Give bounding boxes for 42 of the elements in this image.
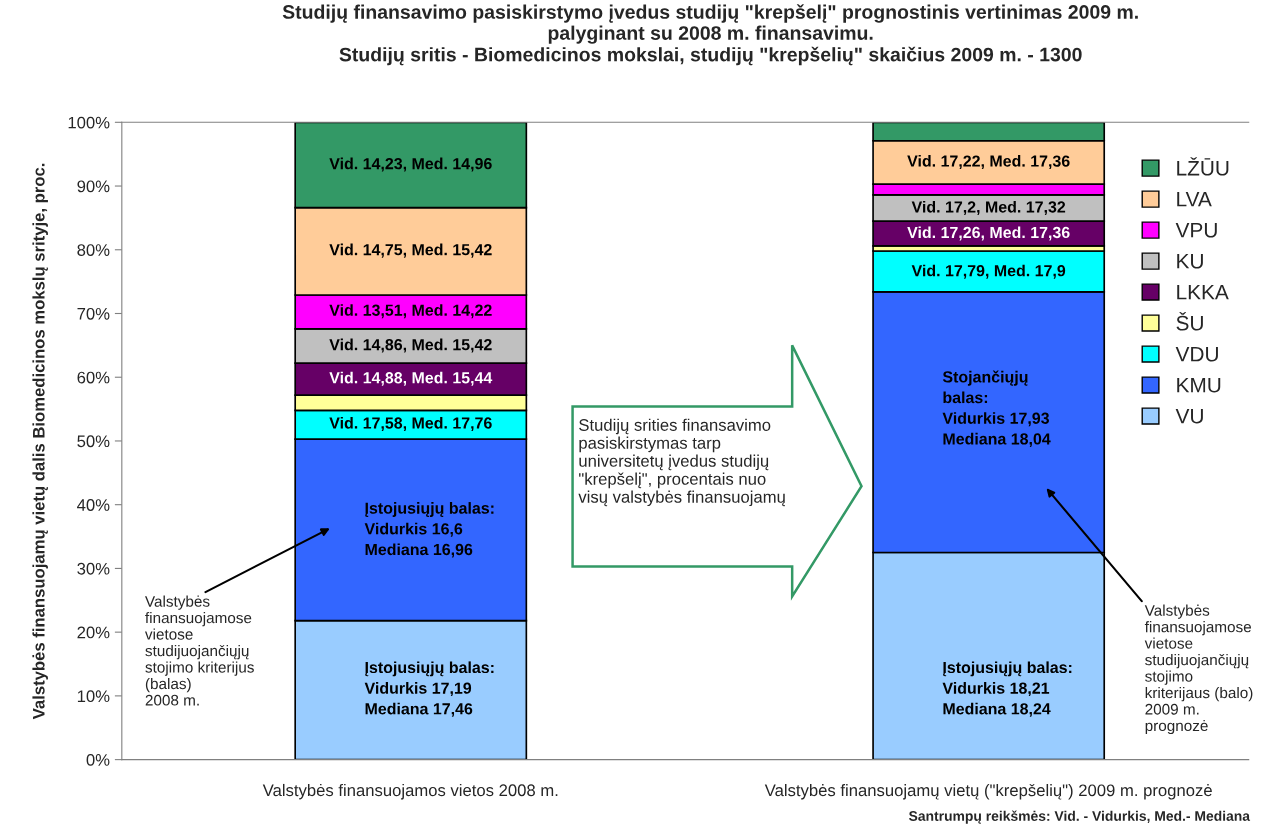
annotation: Studijų srities finansavimo pasiskirstymas tarp universitetų įvedus studijų "krepšelį", procentais nuo visų valstybės finansuojamų [578,418,785,507]
annotation: Įstojusiųjų balas: Vidurkis 16,6 Mediana 16,96 [364,502,494,558]
annotation: Valstybės finansuojamose vietose studijuojančiųjų stojimo kriterijaus (balo) 2009 m. prognozė [1144,604,1253,735]
y-tick-label: 20% [77,626,110,639]
legend-label: KU [1177,254,1203,269]
annotation: Vid. 14,86, Med. 15,42 [329,338,492,353]
x-tick-label: Valstybės finansuojamų vietų ("krepšelių") 2009 m. prognozė [764,783,1212,800]
annotation: Vid. 17,79, Med. 17,9 [911,264,1066,279]
annotation: Įstojusiųjų balas: Vidurkis 18,21 Mediana 18,24 [942,661,1072,717]
annotation: Vid. 17,22, Med. 17,36 [907,155,1070,170]
legend-label: ŠU [1176,312,1203,331]
legend-label: VPU [1175,223,1217,238]
y-tick-label: 100% [68,116,110,129]
annotation: Vid. 14,88, Med. 15,44 [329,371,493,386]
legend-label: LKKA [1177,285,1229,300]
annotation: Vid. 13,51, Med. 14,22 [329,304,492,319]
chart-title: Studijų finansavimo pasiskirstymo įvedus studijų "krepšelį" prognostinis vertinimas 2009 m. palyginant su 2008 m. finansavimu. Studijų sritis - Biomedicinos mokslai, studijų "krepšelių" skaičius 2009 m. - 1300 [282,4,1138,66]
y-tick-label: 50% [77,435,110,448]
annotation: Vid. 14,75, Med. 15,42 [329,243,492,258]
y-tick-label: 30% [77,562,110,575]
annotation: Stojančiųjų balas: Vidurkis 17,93 Mediana 18,04 [942,370,1051,447]
annotation: Valstybės finansuojamose vietose studijuojančiųjų stojimo kriterijus (balas) 2008 m. [144,595,254,706]
legend-label: LŽŪU [1177,157,1229,176]
legend-label: VDU [1175,346,1218,362]
y-tick-label: 80% [77,244,110,256]
y-tick-label: 60% [77,371,110,384]
legend-label: LVA [1177,192,1212,207]
y-tick-label: 90% [77,180,110,193]
legend-label: KMU [1177,377,1221,393]
y-axis-title: Valstybės finansuojamų vietų dalis Biomedicinos mokslų srityje, proc. [32,163,48,720]
annotation: Vid. 17,58, Med. 17,76 [329,416,492,431]
annotation: Įstojusiųjų balas: Vidurkis 17,19 Mediana 17,46 [364,661,494,717]
y-tick-label: 10% [77,690,110,703]
annotation: Vid. 17,26, Med. 17,36 [907,226,1070,241]
x-tick-label: Valstybės finansuojamos vietos 2008 m. [262,783,558,800]
annotation: Vid. 17,2, Med. 17,32 [911,200,1066,215]
annotation: Vid. 14,23, Med. 14,96 [329,157,492,172]
y-tick-label: 40% [77,499,110,511]
y-tick-label: 0% [86,754,110,766]
legend-label: VU [1175,408,1203,424]
y-tick-label: 70% [77,307,110,320]
text: Santrumpų reikšmės: Vid. - Vidurkis, Med.- Mediana [908,810,1251,824]
